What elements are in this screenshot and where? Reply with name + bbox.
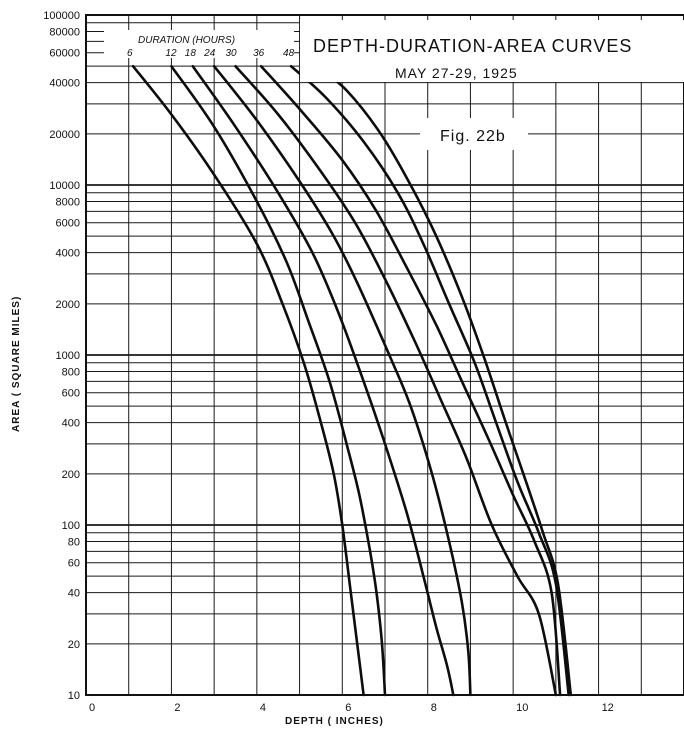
y-tick-label: 8000	[56, 196, 80, 208]
legend-entry-36: 36	[253, 48, 265, 59]
x-tick-labels: 0 2 4 6 8 10 12	[89, 702, 614, 714]
y-tick-label: 80000	[49, 26, 80, 38]
curve-18-hours	[191, 64, 455, 697]
x-tick-label: 12	[602, 702, 614, 714]
figure-label: Fig. 22b	[440, 128, 506, 145]
chart-title: DEPTH-DURATION-AREA CURVES	[313, 36, 632, 56]
y-axis-label: AREA ( SQUARE MILES)	[11, 296, 22, 432]
x-tick-label: 10	[516, 702, 528, 714]
x-tick-label: 0	[89, 702, 95, 714]
y-tick-labels: 10 20 40 60 80 100 200 400 600 800 1000 2000 4000 600…	[43, 10, 80, 702]
legend-entry-30: 30	[226, 48, 238, 59]
y-tick-label: 20	[68, 639, 80, 651]
curve-36-hours	[259, 64, 562, 697]
y-tick-label: 40	[68, 588, 80, 600]
legend-title: DURATION (HOURS)	[138, 35, 235, 46]
y-tick-label: 6000	[56, 218, 80, 230]
y-tick-label: 2000	[56, 299, 80, 311]
y-tick-label: 80	[68, 536, 80, 548]
legend-entry-18: 18	[185, 48, 197, 59]
curve-48-hours	[289, 64, 570, 697]
y-tick-label: 200	[62, 469, 80, 481]
legend-entry-48: 48	[283, 48, 295, 59]
x-tick-label: 6	[345, 702, 351, 714]
y-tick-label: 60000	[49, 48, 80, 60]
y-tick-label: 800	[62, 366, 80, 378]
legend-entry-6: 6	[127, 48, 133, 59]
y-tick-label: 4000	[56, 248, 80, 260]
curve-6-hours	[131, 64, 365, 697]
plot-frame	[85, 14, 684, 696]
y-tick-label: 600	[62, 388, 80, 400]
curves	[131, 64, 573, 697]
y-tick-label: 10000	[49, 180, 80, 192]
legend-entry-24: 24	[203, 48, 216, 59]
curve-24-hours	[212, 64, 472, 697]
legend-entry-12: 12	[165, 48, 177, 59]
x-axis-label: DEPTH ( INCHES)	[285, 716, 384, 727]
y-tick-label: 10	[68, 690, 80, 702]
y-tick-label: 20000	[49, 129, 80, 141]
x-tick-label: 8	[431, 702, 437, 714]
grid	[85, 15, 684, 696]
curve-60-hours	[315, 64, 573, 697]
curve-12-hours	[170, 64, 387, 697]
chart-subtitle: MAY 27-29, 1925	[395, 65, 518, 81]
y-tick-label: 400	[62, 418, 80, 430]
curve-30-hours	[234, 64, 558, 697]
y-tick-label: 40000	[49, 78, 80, 90]
y-tick-label: 100000	[43, 10, 80, 22]
y-tick-label: 1000	[56, 350, 80, 362]
x-tick-label: 4	[260, 702, 266, 714]
y-tick-label: 100	[62, 520, 80, 532]
x-tick-label: 2	[174, 702, 180, 714]
title-block: DEPTH-DURATION-AREA CURVES MAY 27-29, 19…	[300, 20, 684, 150]
legend: DURATION (HOURS) 612182430364860	[104, 30, 320, 59]
y-tick-label: 60	[68, 558, 80, 570]
